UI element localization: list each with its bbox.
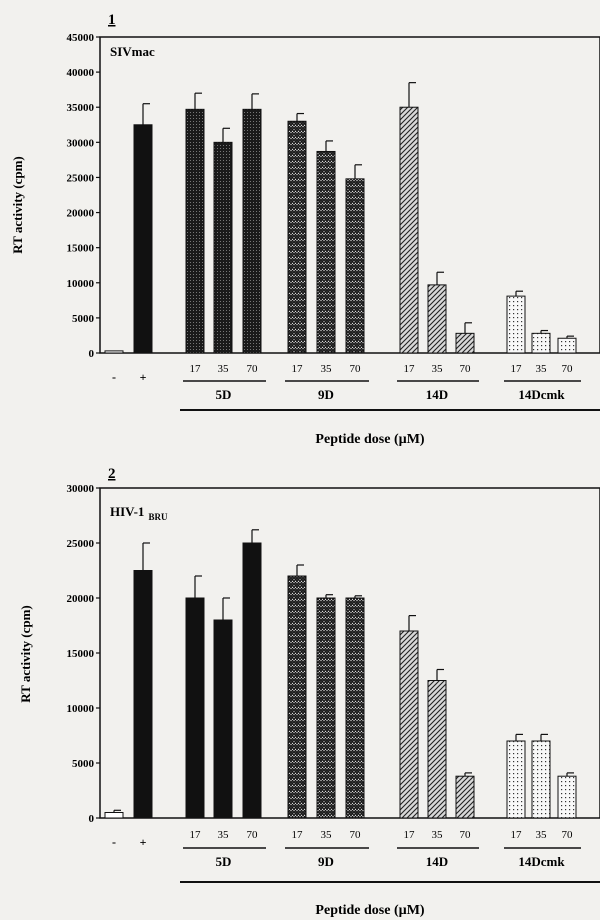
bar bbox=[557, 775, 577, 819]
dose-label: 70 bbox=[350, 829, 362, 841]
bar bbox=[104, 350, 124, 354]
dose-label: 17 bbox=[292, 363, 304, 375]
y-tick-label: 45000 bbox=[67, 32, 95, 44]
bar bbox=[455, 775, 475, 819]
y-tick-label: 0 bbox=[89, 348, 95, 360]
bar bbox=[427, 680, 447, 819]
dose-label: 70 bbox=[562, 829, 574, 841]
bar bbox=[242, 108, 262, 354]
dose-label: 35 bbox=[536, 363, 548, 375]
dose-label: 17 bbox=[511, 363, 523, 375]
bar bbox=[213, 141, 233, 354]
dose-label: 35 bbox=[432, 363, 444, 375]
bar bbox=[506, 295, 526, 354]
bar bbox=[427, 284, 447, 354]
virus-label: SIVmac bbox=[110, 44, 155, 59]
y-tick-label: 0 bbox=[89, 813, 95, 825]
bar bbox=[242, 542, 262, 819]
bar bbox=[531, 332, 551, 354]
y-tick-label: 30000 bbox=[67, 483, 95, 495]
bar bbox=[213, 619, 233, 819]
group-label: 5D bbox=[216, 854, 232, 869]
x-axis-label: Peptide dose (µM) bbox=[315, 903, 424, 918]
dose-label: 70 bbox=[460, 829, 472, 841]
dose-label: 35 bbox=[218, 363, 230, 375]
dose-label: 17 bbox=[190, 363, 202, 375]
group-label: 14Dcmk bbox=[518, 854, 565, 869]
y-tick-label: 20000 bbox=[67, 208, 95, 220]
dose-label: 70 bbox=[460, 363, 472, 375]
dose-label: 17 bbox=[190, 829, 202, 841]
bar bbox=[345, 178, 365, 354]
bar bbox=[399, 630, 419, 819]
bar bbox=[399, 106, 419, 354]
y-axis-label: RT activity (cpm) bbox=[18, 605, 33, 703]
virus-label: HIV-1 BRU bbox=[110, 504, 168, 522]
y-tick-label: 20000 bbox=[67, 593, 95, 605]
dose-label: 35 bbox=[536, 829, 548, 841]
bar bbox=[133, 124, 153, 354]
dose-label: 17 bbox=[511, 829, 523, 841]
dose-label: 35 bbox=[432, 829, 444, 841]
control-label: - bbox=[112, 370, 116, 384]
y-tick-label: 5000 bbox=[72, 313, 95, 325]
control-label: - bbox=[112, 835, 116, 849]
y-tick-label: 15000 bbox=[67, 243, 95, 255]
panel-2: 2 HIV-1 BRU RT activity (cpm) Peptide dos… bbox=[18, 466, 600, 918]
group-label: 14D bbox=[426, 387, 448, 402]
control-label: + bbox=[140, 370, 147, 384]
dose-label: 17 bbox=[404, 363, 416, 375]
bar bbox=[316, 597, 336, 819]
group-label: 14Dcmk bbox=[518, 387, 565, 402]
group-label: 14D bbox=[426, 854, 448, 869]
control-label: + bbox=[140, 835, 147, 849]
y-axis-label: RT activity (cpm) bbox=[10, 156, 25, 254]
panel-number: 1 bbox=[108, 12, 116, 28]
bar bbox=[287, 575, 307, 819]
virus-subscript: BRU bbox=[148, 512, 168, 522]
virus-name: HIV-1 bbox=[110, 504, 144, 519]
panel-number: 2 bbox=[108, 466, 116, 482]
dose-label: 17 bbox=[292, 829, 304, 841]
x-axis-label: Peptide dose (µM) bbox=[315, 432, 424, 447]
dose-label: 70 bbox=[350, 363, 362, 375]
bar bbox=[531, 740, 551, 819]
group-label: 9D bbox=[318, 387, 334, 402]
y-tick-label: 35000 bbox=[67, 102, 95, 114]
bar bbox=[287, 120, 307, 354]
y-tick-label: 25000 bbox=[67, 538, 95, 550]
dose-label: 35 bbox=[321, 829, 333, 841]
bar bbox=[316, 150, 336, 354]
bar bbox=[345, 597, 365, 819]
dose-label: 70 bbox=[247, 829, 259, 841]
bar bbox=[455, 332, 475, 354]
dose-label: 35 bbox=[321, 363, 333, 375]
y-tick-label: 10000 bbox=[67, 278, 95, 290]
group-label: 5D bbox=[216, 387, 232, 402]
y-tick-label: 10000 bbox=[67, 703, 95, 715]
dose-label: 70 bbox=[247, 363, 259, 375]
y-tick-label: 40000 bbox=[67, 67, 95, 79]
bar bbox=[185, 108, 205, 354]
y-tick-label: 25000 bbox=[67, 172, 95, 184]
dose-label: 35 bbox=[218, 829, 230, 841]
bar bbox=[133, 570, 153, 819]
bar bbox=[506, 740, 526, 819]
y-tick-label: 5000 bbox=[72, 758, 95, 770]
dose-label: 17 bbox=[404, 829, 416, 841]
bar bbox=[185, 597, 205, 819]
bar bbox=[557, 337, 577, 354]
y-tick-label: 15000 bbox=[67, 648, 95, 660]
y-tick-label: 30000 bbox=[67, 137, 95, 149]
group-label: 9D bbox=[318, 854, 334, 869]
bar bbox=[104, 812, 124, 819]
dose-label: 70 bbox=[562, 363, 574, 375]
panel-1: 1 SIVmac RT activity (cpm) Peptide dose … bbox=[10, 12, 600, 447]
